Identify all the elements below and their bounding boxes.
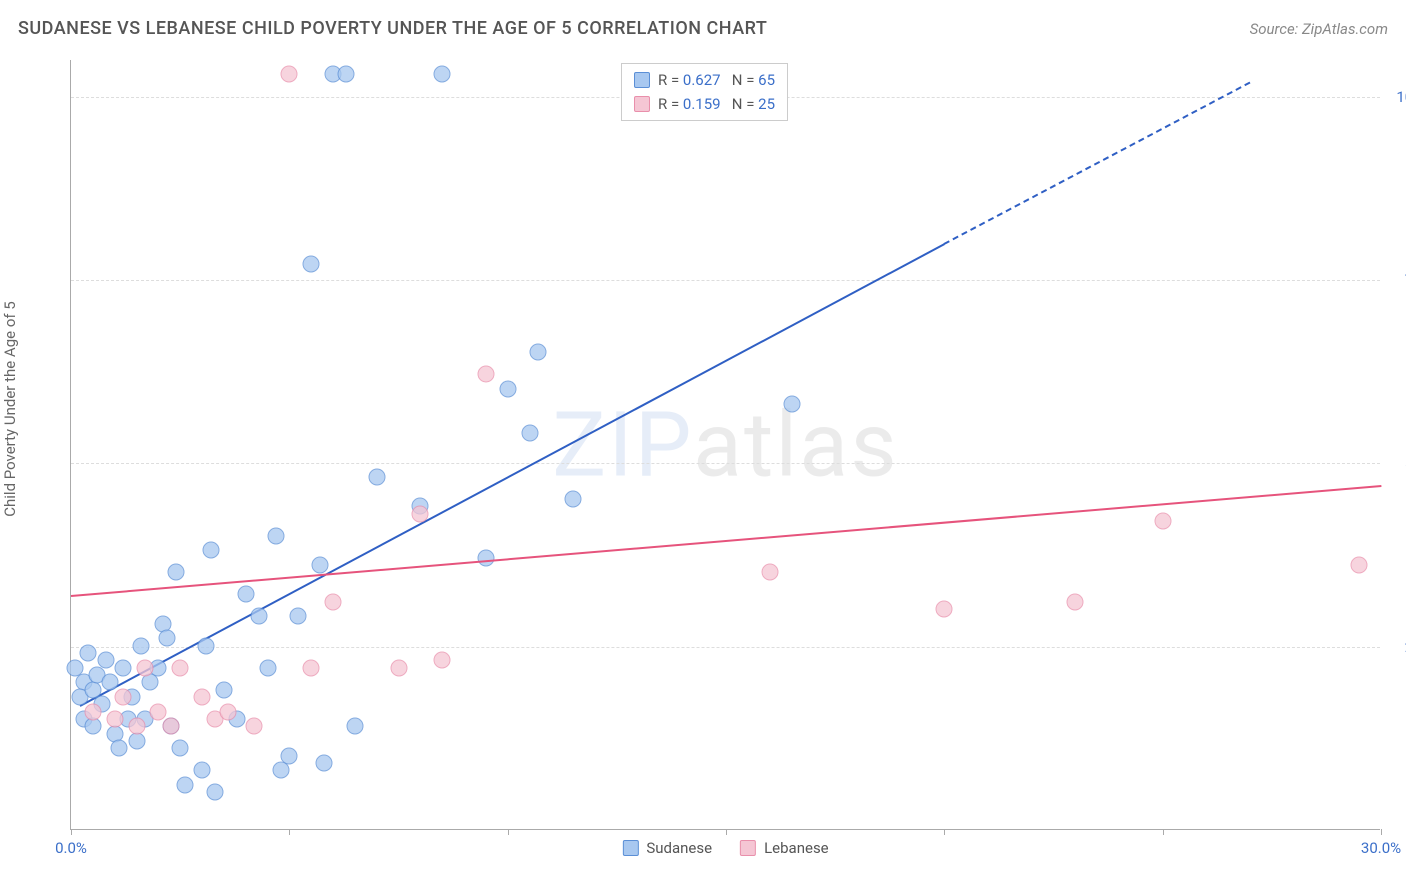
data-point bbox=[259, 659, 276, 676]
data-point bbox=[150, 703, 167, 720]
data-point bbox=[172, 740, 189, 757]
legend-stats-text: R = 0.159 N = 25 bbox=[658, 92, 775, 116]
data-point bbox=[412, 505, 429, 522]
data-point bbox=[84, 703, 101, 720]
data-point bbox=[250, 608, 267, 625]
legend-series: Sudanese Lebanese bbox=[622, 839, 828, 857]
legend-series-label: Lebanese bbox=[764, 839, 829, 857]
data-point bbox=[198, 637, 215, 654]
data-point bbox=[368, 469, 385, 486]
x-tick bbox=[944, 829, 945, 835]
data-point bbox=[338, 65, 355, 82]
gridline bbox=[71, 280, 1380, 281]
data-point bbox=[390, 659, 407, 676]
data-point bbox=[783, 395, 800, 412]
data-point bbox=[128, 733, 145, 750]
data-point bbox=[290, 608, 307, 625]
trend-line bbox=[944, 82, 1251, 245]
data-point bbox=[1351, 557, 1368, 574]
data-point bbox=[194, 762, 211, 779]
data-point bbox=[303, 256, 320, 273]
trend-line bbox=[71, 485, 1381, 597]
data-point bbox=[281, 65, 298, 82]
data-point bbox=[159, 630, 176, 647]
watermark: ZIPatlas bbox=[552, 392, 898, 497]
x-tick bbox=[1163, 829, 1164, 835]
legend-series-label: Sudanese bbox=[646, 839, 712, 857]
data-point bbox=[281, 747, 298, 764]
chart-title: SUDANESE VS LEBANESE CHILD POVERTY UNDER… bbox=[18, 18, 767, 39]
data-point bbox=[346, 718, 363, 735]
data-point bbox=[115, 659, 132, 676]
legend-series-item: Sudanese bbox=[622, 839, 712, 857]
data-point bbox=[434, 65, 451, 82]
data-point bbox=[220, 703, 237, 720]
legend-swatch bbox=[622, 840, 638, 856]
data-point bbox=[521, 425, 538, 442]
chart-area: ZIPatlas 25.0%50.0%75.0%100.0%0.0%30.0%R… bbox=[70, 60, 1380, 830]
data-point bbox=[761, 564, 778, 581]
legend-swatch bbox=[740, 840, 756, 856]
data-point bbox=[194, 689, 211, 706]
x-tick bbox=[1381, 829, 1382, 835]
data-point bbox=[163, 718, 180, 735]
data-point bbox=[97, 652, 114, 669]
data-point bbox=[311, 557, 328, 574]
x-tick-label: 30.0% bbox=[1361, 839, 1401, 857]
data-point bbox=[215, 681, 232, 698]
data-point bbox=[477, 549, 494, 566]
data-point bbox=[141, 674, 158, 691]
data-point bbox=[111, 740, 128, 757]
data-point bbox=[176, 777, 193, 794]
data-point bbox=[102, 674, 119, 691]
watermark-zip: ZIP bbox=[552, 392, 693, 497]
data-point bbox=[80, 645, 97, 662]
legend-stats-row: R = 0.627 N = 65 bbox=[634, 68, 775, 92]
data-point bbox=[172, 659, 189, 676]
data-point bbox=[303, 659, 320, 676]
source-label: Source: ZipAtlas.com bbox=[1250, 20, 1388, 38]
data-point bbox=[434, 652, 451, 669]
data-point bbox=[128, 718, 145, 735]
x-tick-label: 0.0% bbox=[55, 839, 87, 857]
gridline bbox=[71, 463, 1380, 464]
data-point bbox=[84, 718, 101, 735]
y-tick-label: 100.0% bbox=[1396, 88, 1406, 106]
data-point bbox=[325, 593, 342, 610]
data-point bbox=[106, 711, 123, 728]
legend-stats: R = 0.627 N = 65R = 0.159 N = 25 bbox=[621, 63, 788, 121]
data-point bbox=[272, 762, 289, 779]
legend-stats-text: R = 0.627 N = 65 bbox=[658, 68, 775, 92]
x-tick bbox=[71, 829, 72, 835]
y-axis-label: Child Poverty Under the Age of 5 bbox=[1, 301, 19, 517]
data-point bbox=[530, 344, 547, 361]
gridline bbox=[71, 647, 1380, 648]
data-point bbox=[499, 381, 516, 398]
data-point bbox=[115, 689, 132, 706]
data-point bbox=[137, 659, 154, 676]
data-point bbox=[207, 784, 224, 801]
data-point bbox=[936, 601, 953, 618]
data-point bbox=[1154, 513, 1171, 530]
x-tick bbox=[289, 829, 290, 835]
x-tick bbox=[726, 829, 727, 835]
legend-swatch bbox=[634, 96, 650, 112]
legend-series-item: Lebanese bbox=[740, 839, 829, 857]
data-point bbox=[565, 491, 582, 508]
data-point bbox=[237, 586, 254, 603]
data-point bbox=[1067, 593, 1084, 610]
data-point bbox=[316, 755, 333, 772]
data-point bbox=[132, 637, 149, 654]
data-point bbox=[268, 527, 285, 544]
data-point bbox=[246, 718, 263, 735]
x-tick bbox=[508, 829, 509, 835]
data-point bbox=[167, 564, 184, 581]
legend-stats-row: R = 0.159 N = 25 bbox=[634, 92, 775, 116]
legend-swatch bbox=[634, 72, 650, 88]
plot-region: ZIPatlas 25.0%50.0%75.0%100.0%0.0%30.0%R… bbox=[70, 60, 1380, 830]
data-point bbox=[477, 366, 494, 383]
data-point bbox=[202, 542, 219, 559]
